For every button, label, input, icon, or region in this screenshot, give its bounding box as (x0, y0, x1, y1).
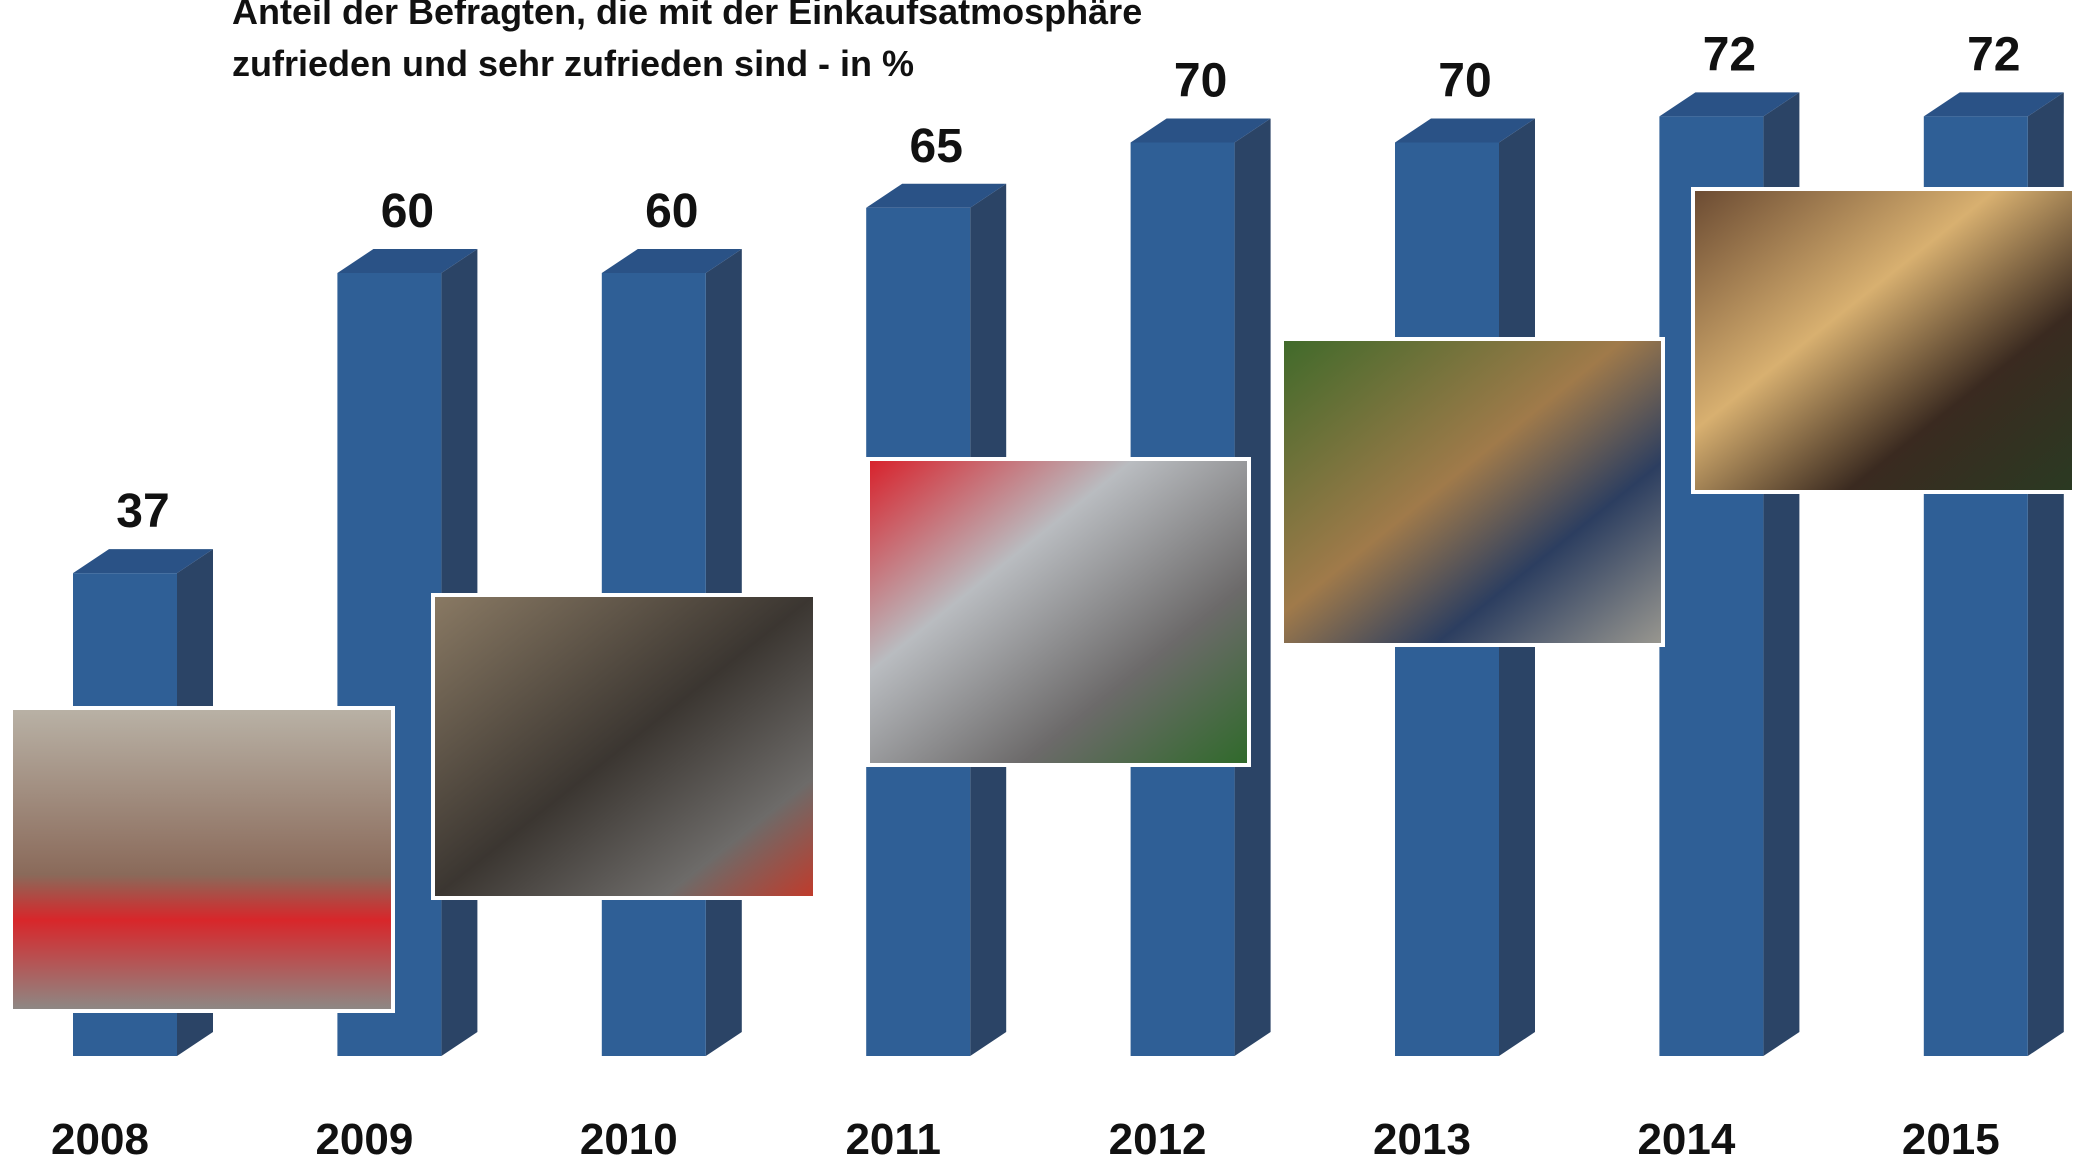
x-tick-label: 2008 (51, 1115, 149, 1164)
value-label: 72 (1967, 28, 2020, 81)
value-label: 37 (116, 485, 169, 538)
photo (1693, 189, 2074, 492)
value-label: 60 (381, 185, 434, 238)
value-label: 70 (1438, 55, 1491, 108)
page: {"chart_data": {"type": "bar3d", "title"… (0, 0, 2087, 1165)
photo (868, 459, 1249, 765)
x-tick-label: 2009 (315, 1115, 413, 1164)
x-tick-label: 2014 (1637, 1115, 1735, 1164)
x-tick-label: 2012 (1109, 1115, 1207, 1164)
photo (11, 708, 393, 1011)
x-tick-label: 2011 (845, 1115, 940, 1164)
photo (1282, 339, 1663, 645)
x-tick-label: 2010 (580, 1115, 678, 1164)
value-label: 72 (1703, 28, 1756, 81)
x-tick-label: 2013 (1373, 1115, 1471, 1164)
value-label: 60 (645, 185, 698, 238)
chart: 2008 37 2009 60 2010 60 2011 65 2012 70 2013 70 2014… (0, 0, 2087, 1165)
value-label: 70 (1174, 55, 1227, 108)
value-label: 65 (910, 120, 963, 173)
photo (433, 595, 815, 898)
x-tick-label: 2015 (1902, 1115, 2000, 1164)
